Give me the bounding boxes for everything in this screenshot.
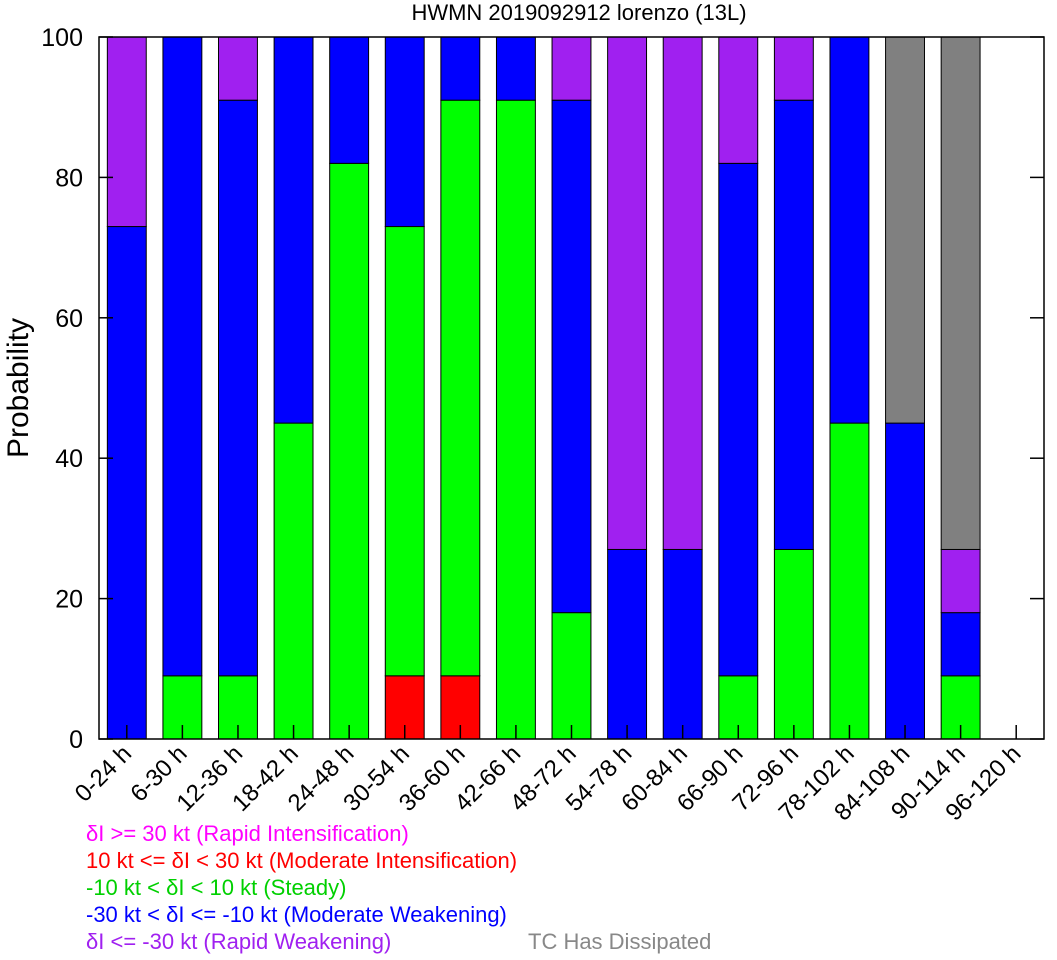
bar-segment <box>607 548 648 740</box>
bars-group <box>106 36 1036 740</box>
bar-segment <box>106 226 147 740</box>
bar-segment <box>384 36 425 228</box>
bar-segment <box>495 99 536 740</box>
y-tick-label: 20 <box>55 586 83 614</box>
bar-segment <box>773 99 814 550</box>
bar-segment <box>162 36 203 677</box>
bar-segment <box>773 36 814 101</box>
bar-segment <box>440 99 481 677</box>
y-axis-label: Probability <box>2 318 35 458</box>
legend-steady: -10 kt < δI < 10 kt (Steady) <box>86 875 347 900</box>
bar-segment <box>440 36 481 101</box>
bar-segment <box>551 36 592 101</box>
legend-rapid-intensification: δI >= 30 kt (Rapid Intensification) <box>86 821 409 846</box>
legend-rapid-weakening: δI <= -30 kt (Rapid Weakening) <box>86 929 392 954</box>
x-axis-ticks: 0-24 h6-30 h12-36 h18-42 h24-48 h30-54 h… <box>70 725 1026 826</box>
bar-segment <box>495 36 536 101</box>
bar-segment <box>940 36 981 550</box>
legend-moderate-weakening: -30 kt < δI <= -10 kt (Moderate Weakenin… <box>86 902 507 927</box>
bar-segment <box>885 422 925 740</box>
bar-segment <box>218 36 258 101</box>
bar-segment <box>106 36 147 228</box>
legend-moderate-intensification: 10 kt <= δI < 30 kt (Moderate Intensific… <box>86 848 518 873</box>
y-axis-ticks: 0 20 40 60 80 100 <box>41 24 1044 754</box>
bar-segment <box>329 36 370 164</box>
bar-segment <box>885 36 925 424</box>
y-tick-label: 80 <box>55 164 83 192</box>
bar-segment <box>273 36 314 424</box>
bar-segment <box>662 548 703 740</box>
bar-segment <box>940 612 981 677</box>
y-tick-label: 60 <box>55 305 83 333</box>
bar-segment <box>551 612 592 740</box>
y-tick-label: 40 <box>55 445 83 473</box>
legend-dissipated: TC Has Dissipated <box>528 929 712 954</box>
bar-segment <box>384 226 425 677</box>
bar-segment <box>662 36 703 550</box>
y-tick-label: 0 <box>69 726 83 754</box>
y-tick-label: 100 <box>41 24 83 52</box>
bar-segment <box>273 422 314 740</box>
bar-segment <box>829 422 870 740</box>
bar-segment <box>607 36 648 550</box>
legend: δI >= 30 kt (Rapid Intensification) 10 k… <box>86 820 517 955</box>
bar-segment <box>829 36 870 424</box>
bar-segment <box>940 548 981 614</box>
bar-segment <box>551 99 592 614</box>
bar-segment <box>718 36 759 164</box>
bar-segment <box>218 99 258 677</box>
bar-segment <box>773 548 814 740</box>
bar-segment <box>718 162 759 677</box>
bar-segment <box>329 162 370 740</box>
chart-title: HWMN 2019092912 lorenzo (13L) <box>411 0 746 25</box>
